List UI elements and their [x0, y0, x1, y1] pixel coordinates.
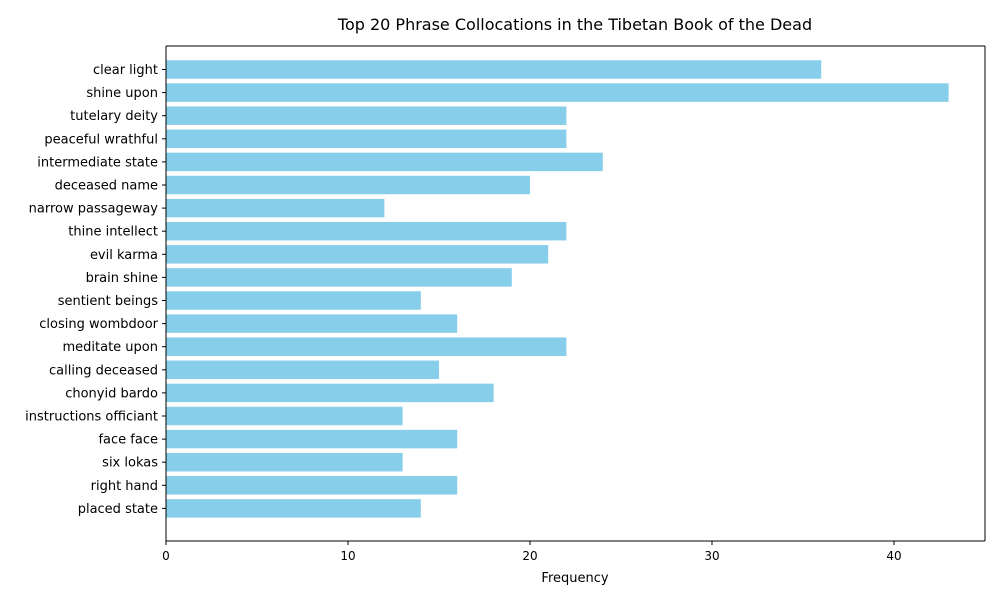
y-tick-label: evil karma [90, 248, 158, 263]
y-tick-label: intermediate state [37, 155, 158, 170]
y-tick-label: sentient beings [58, 294, 159, 309]
bar [166, 360, 439, 380]
bar [166, 314, 458, 333]
y-tick-label: deceased name [55, 179, 158, 194]
bar [166, 198, 385, 218]
x-tick-label: 10 [340, 549, 355, 563]
x-axis-label: Frequency [541, 571, 608, 586]
x-tick-label: 0 [162, 549, 170, 563]
y-tick-label: brain shine [86, 271, 158, 286]
y-tick-label: peaceful wrathful [44, 132, 158, 147]
y-tick-label: shine upon [86, 86, 158, 101]
y-tick-label: six lokas [102, 456, 158, 471]
bar [166, 406, 403, 426]
bar [166, 337, 567, 356]
y-tick-label: clear light [93, 63, 158, 78]
bar [166, 129, 567, 149]
bar [166, 476, 458, 495]
x-tick-label: 20 [522, 549, 537, 563]
bar [166, 221, 567, 241]
y-tick-label: closing wombdoor [39, 317, 158, 332]
bar [166, 452, 403, 472]
bar [166, 383, 494, 403]
bar [166, 152, 603, 172]
y-tick-label: meditate upon [62, 340, 158, 355]
bar [166, 291, 421, 310]
bar [166, 106, 567, 125]
y-tick-label: right hand [91, 479, 158, 494]
y-tick-label: chonyid bardo [65, 386, 158, 401]
y-tick-label: placed state [78, 502, 158, 517]
chart-title: Top 20 Phrase Collocations in the Tibeta… [337, 15, 812, 34]
y-tick-label: tutelary deity [70, 109, 158, 124]
bar [166, 60, 822, 79]
y-tick-label: narrow passageway [29, 202, 159, 217]
y-tick-label: thine intellect [68, 225, 158, 240]
plot-area: clear light shine upon tutelary deity peace… [25, 45, 986, 563]
bar [166, 499, 421, 518]
bar [166, 268, 512, 287]
y-tick-label: face face [98, 433, 158, 448]
y-tick-label: calling deceased [49, 363, 158, 378]
x-tick-label: 40 [886, 549, 901, 563]
bar [166, 83, 949, 102]
x-tick-label: 30 [704, 549, 719, 563]
bar [166, 429, 458, 449]
bar [166, 175, 530, 195]
bar [166, 245, 549, 264]
y-tick-label: instructions officiant [25, 410, 158, 425]
